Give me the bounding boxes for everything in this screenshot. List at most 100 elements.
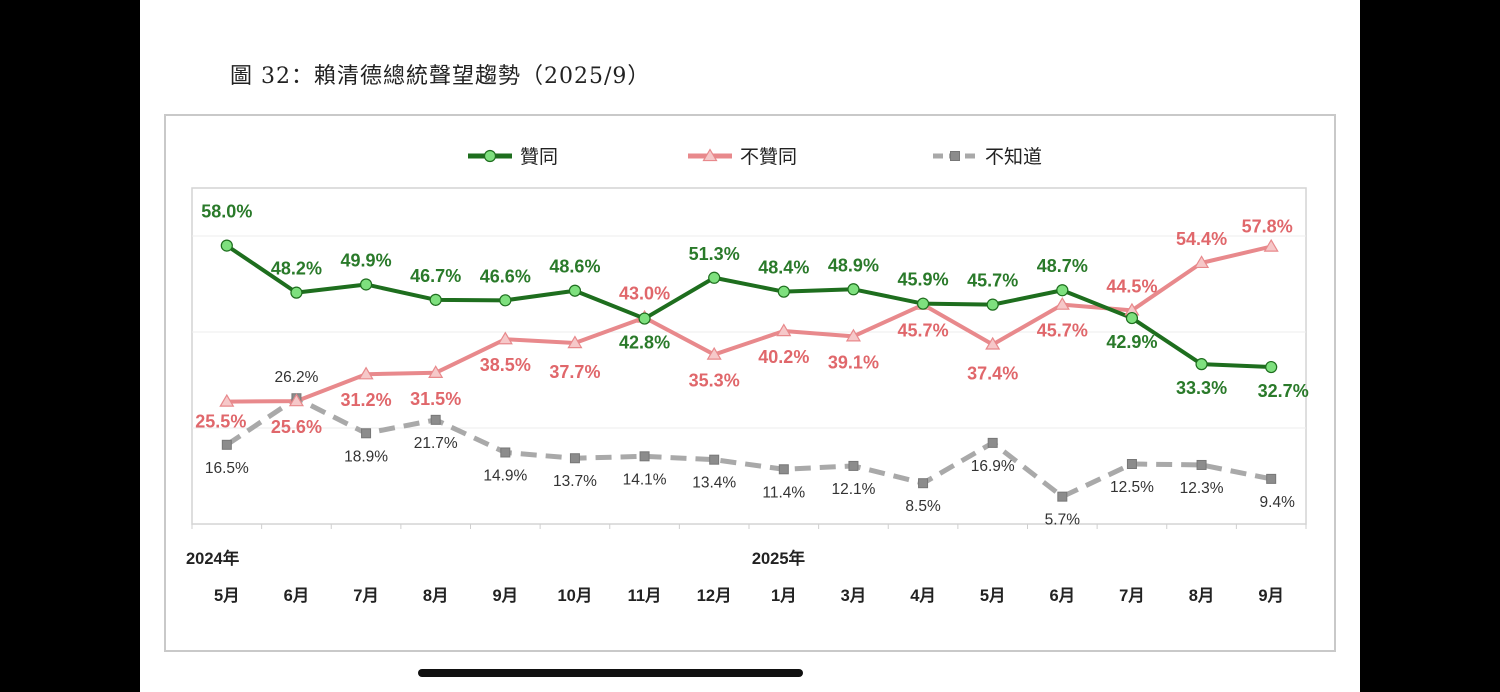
series-1-point (567, 335, 583, 349)
data-label-2: 14.9% (483, 467, 527, 484)
data-label-1: 44.5% (1106, 276, 1157, 296)
x-tick-label: 4月 (910, 586, 936, 605)
data-label-2: 9.4% (1260, 494, 1296, 511)
legend-label-1: 不贊同 (740, 146, 797, 168)
series-1-point (1263, 238, 1279, 252)
series-0-point (916, 297, 930, 310)
data-label-1: 35.3% (689, 371, 740, 391)
legend-marker-2 (950, 151, 960, 161)
data-label-0: 42.8% (619, 333, 670, 353)
line-chart: 贊同 不贊同 不知道 58.0% 48.2% 49.9% 46.7% 46.6% 48.6% 42… (186, 146, 1309, 605)
data-label-2: 16.9% (971, 458, 1015, 475)
data-label-0: 48.4% (758, 258, 809, 278)
series-2-point (1126, 459, 1137, 469)
series-2-point (987, 437, 998, 448)
data-label-2: 21.7% (414, 435, 458, 452)
data-label-2: 13.4% (692, 475, 736, 492)
data-label-1: 38.5% (480, 355, 531, 375)
data-label-2: 11.4% (762, 484, 805, 501)
series-0-point (708, 271, 721, 284)
document-page: 圖 32：賴清德總統聲望趨勢（2025/9） 贊同 不贊同 不知道 58.0% 48.2… (140, 0, 1360, 692)
series-0-point (499, 294, 512, 307)
data-label-2: 14.1% (623, 471, 667, 488)
data-label-1: 45.7% (898, 321, 949, 341)
data-label-1: 54.4% (1176, 229, 1227, 249)
x-tick-label: 6月 (1049, 586, 1075, 605)
series-2-point (848, 460, 859, 471)
series-0-point (1056, 284, 1069, 297)
x-tick-label: 7月 (1119, 586, 1145, 605)
series-1-point (985, 336, 1001, 350)
series-1-point (1194, 255, 1210, 269)
data-label-0: 48.6% (549, 257, 600, 277)
data-label-0: 46.6% (480, 266, 531, 286)
data-label-0: 32.7% (1258, 381, 1309, 401)
x-tick-label: 9月 (492, 586, 518, 605)
series-2-point (430, 414, 441, 425)
series-0-point (568, 284, 582, 297)
series-1-point (845, 328, 861, 342)
series-0-point (220, 239, 233, 252)
x-tick-label: 9月 (1258, 586, 1284, 605)
series-1-point (358, 366, 374, 380)
legend-label-2: 不知道 (985, 146, 1042, 168)
series-2-point (1266, 473, 1277, 484)
series-0-point (986, 298, 999, 311)
series-0-point (1125, 311, 1139, 325)
series-2-point (361, 428, 372, 439)
data-label-2: 12.3% (1180, 480, 1224, 497)
series-2-point (1196, 459, 1207, 470)
right-letterbox (1360, 0, 1500, 692)
series-1-point (288, 393, 304, 407)
series-0-point (429, 293, 442, 306)
chart-frame: 贊同 不贊同 不知道 58.0% 48.2% 49.9% 46.7% 46.6% 48.6% 42… (164, 114, 1336, 652)
data-label-2: 8.5% (905, 498, 941, 515)
series-0-point (777, 285, 790, 298)
series-0-point (1195, 358, 1208, 371)
left-letterbox (0, 0, 140, 692)
data-label-0: 48.7% (1037, 256, 1088, 276)
data-label-1: 25.6% (271, 417, 322, 437)
year-label: 2025年 (752, 548, 806, 568)
series-2-point (500, 447, 511, 458)
x-tick-label: 11月 (628, 586, 662, 605)
series-2-point (221, 439, 232, 450)
data-label-1: 57.8% (1242, 217, 1293, 237)
series-line-0 (225, 243, 1272, 370)
home-indicator[interactable] (418, 669, 803, 677)
series-0-point (1265, 360, 1278, 374)
x-tick-label: 8月 (1189, 586, 1215, 605)
series-1-point (497, 331, 513, 345)
series-line-1 (226, 244, 1272, 404)
data-label-1: 40.2% (758, 347, 809, 367)
series-line-2 (225, 395, 1272, 500)
series-2-point (778, 464, 789, 475)
legend-marker-0 (483, 149, 497, 163)
figure-title: 圖 32：賴清德總統聲望趨勢（2025/9） (230, 64, 651, 89)
data-label-1: 45.7% (1037, 321, 1088, 341)
x-tick-label: 3月 (841, 586, 867, 605)
plot-area (191, 187, 1307, 525)
data-label-2: 12.5% (1110, 479, 1154, 496)
data-label-1: 39.1% (828, 352, 879, 372)
x-tick-label: 5月 (214, 586, 240, 605)
series-0-point (359, 278, 373, 291)
series-1-point (219, 393, 235, 407)
data-label-0: 45.7% (967, 271, 1018, 291)
series-1-point (1054, 296, 1070, 310)
data-label-2: 12.1% (831, 481, 875, 498)
series-0-point (847, 283, 860, 296)
series-2-point (639, 451, 650, 462)
legend-marker-1 (702, 148, 718, 162)
data-label-0: 42.9% (1106, 332, 1157, 352)
data-label-2: 16.5% (205, 460, 249, 477)
series-2-point (918, 478, 929, 489)
legend-label-0: 贊同 (520, 146, 558, 168)
x-tick-label: 12月 (697, 586, 732, 605)
data-label-2: 26.2% (274, 369, 318, 386)
data-label-1: 31.5% (410, 389, 461, 409)
x-tick-label: 5月 (980, 586, 1006, 605)
x-tick-label: 1月 (771, 586, 797, 605)
data-label-1: 31.2% (341, 390, 392, 410)
series-0-point (290, 286, 303, 299)
